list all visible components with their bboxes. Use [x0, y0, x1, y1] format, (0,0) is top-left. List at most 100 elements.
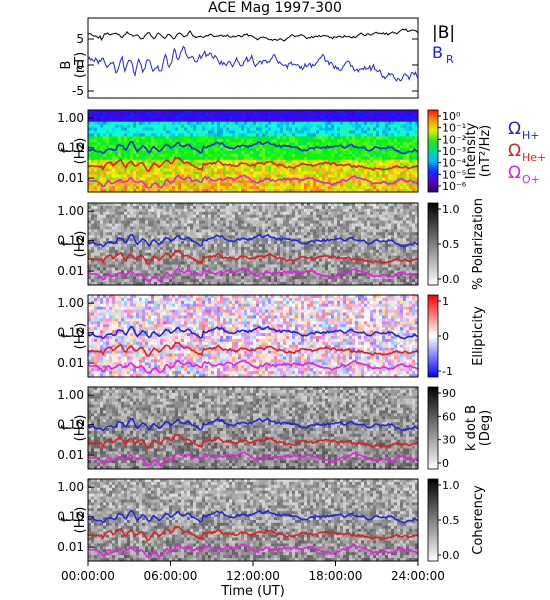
x-tick-label: 06:00:00: [144, 569, 198, 583]
h-gyro-line: [87, 140, 419, 155]
b-radial-line: [87, 45, 419, 82]
ytick-label: 0.01: [57, 356, 84, 370]
gyro-label: Ω: [508, 141, 521, 161]
he-gyro-line: [87, 433, 419, 449]
colorbar-label: Intensity: [464, 122, 479, 179]
colorbar: [427, 294, 439, 378]
ylabel-hz: (Hz): [73, 231, 88, 258]
ylabel-f: f: [60, 148, 75, 153]
colorbar: [427, 109, 439, 193]
colorbar-tick-label: 10⁰: [442, 110, 461, 123]
ylabel-hz: (Hz): [73, 138, 88, 165]
colorbar-tick-label: 0: [442, 457, 449, 470]
b-total-line: [87, 28, 419, 42]
x-tick-label: 18:00:00: [309, 569, 363, 583]
colorbar-unit: (Deg): [478, 410, 493, 446]
o-gyro-line: [87, 267, 419, 282]
panel-frame: [87, 109, 419, 193]
ytick-label: 0.01: [57, 171, 84, 185]
b-legend-radial: B: [432, 43, 443, 62]
o-gyro-line: [87, 174, 419, 189]
ytick-label: 1.00: [57, 296, 84, 310]
colorbar-tick-label: 10⁻²: [442, 133, 466, 146]
b-legend-total: |B|: [432, 23, 455, 43]
panel-kdotb: 1.00 0.10 0.01 f(Hz) 90 60 30 0 k dot B (Deg): [57, 386, 493, 470]
gyro-label: Ω: [508, 119, 521, 139]
x-tick-label: 00:00:00: [61, 569, 115, 583]
b-ylabel-unit: (nT): [73, 52, 88, 78]
he-gyro-line: [87, 341, 419, 357]
ylabel-f: f: [60, 517, 75, 522]
he-gyro-line: [87, 156, 419, 172]
ytick-label: 0.10: [57, 141, 84, 155]
ytick-label: 0.01: [57, 448, 84, 462]
ytick-label: 0.10: [57, 510, 84, 524]
o-gyro-line: [87, 543, 419, 558]
panel-frame: [87, 294, 419, 378]
h-gyro-line: [87, 233, 419, 248]
h-gyro-line: [87, 325, 419, 340]
ylabel-f: f: [60, 425, 75, 430]
b-ytick-label: -5: [72, 84, 84, 98]
b-legend-radial-sub: R: [446, 53, 454, 66]
ylabel-f: f: [60, 241, 75, 246]
ytick-label: 1.00: [57, 480, 84, 494]
panel-frame: [87, 386, 419, 470]
ytick-label: 0.10: [57, 418, 84, 432]
panel-coherency: 1.00 0.10 0.01 f(Hz) 1.0 0.5 0.0 Coherency: [57, 478, 486, 562]
colorbar-tick-label: 0.0: [442, 273, 460, 286]
colorbar-label: Ellipticity: [471, 306, 486, 366]
gyro-label-sub: H+: [522, 129, 540, 142]
ytick-label: 1.00: [57, 388, 84, 402]
ytick-label: 1.00: [57, 204, 84, 218]
ylabel-hz: (Hz): [73, 323, 88, 350]
h-gyro-line: [87, 509, 419, 524]
colorbar-unit: (nT²/Hz): [478, 125, 493, 178]
he-gyro-line: [87, 525, 419, 541]
b-ylabel-b: B: [59, 61, 74, 70]
ytick-label: 0.10: [57, 234, 84, 248]
panel-polarization: 1.00 0.10 0.01 f(Hz) 1.0 0.5 0.0 % Polarization: [57, 198, 486, 290]
x-axis-label: Time (UT): [220, 584, 285, 599]
colorbar: [427, 478, 439, 562]
colorbar-tick-label: 60: [442, 410, 456, 423]
colorbar-tick-label: 10⁻⁵: [442, 168, 466, 181]
colorbar: [427, 386, 439, 470]
colorbar-tick-label: 0.0: [442, 549, 460, 562]
o-gyro-line: [87, 359, 419, 374]
o-gyro-line: [87, 451, 419, 466]
b-panel-frame: [87, 17, 419, 99]
colorbar-tick-label: 90: [442, 387, 456, 400]
ytick-label: 1.00: [57, 111, 84, 125]
colorbar-tick-label: 10⁻³: [442, 145, 466, 158]
ytick-label: 0.10: [57, 326, 84, 340]
x-tick-label: 12:00:00: [226, 569, 280, 583]
colorbar-tick-label: 30: [442, 434, 456, 447]
gyro-label: Ω: [508, 163, 521, 183]
colorbar-tick-label: 0: [442, 330, 449, 343]
gyro-label-sub: O+: [522, 173, 540, 186]
colorbar-label: k dot B: [464, 405, 479, 451]
b-ytick-label: 5: [76, 32, 84, 46]
ylabel-hz: (Hz): [73, 415, 88, 442]
he-gyro-line: [87, 249, 419, 265]
colorbar-tick-label: 1: [442, 295, 449, 308]
colorbar-tick-label: 10⁻⁶: [442, 180, 467, 193]
colorbar-tick-label: 1.0: [442, 479, 460, 492]
panel-intensity: 1.00 0.10 0.01 f(Hz) 10⁰10⁻¹10⁻²10⁻³10⁻⁴10⁻⁵…: [57, 109, 546, 193]
ylabel-f: f: [60, 333, 75, 338]
colorbar-tick-label: 1.0: [442, 203, 460, 216]
colorbar-label: Coherency: [471, 485, 486, 555]
colorbar-tick-label: 10⁻¹: [442, 122, 466, 135]
x-tick-label: 24:00:00: [391, 569, 445, 583]
h-gyro-line: [87, 417, 419, 432]
colorbar-tick-label: -1: [442, 365, 453, 378]
plot-title: ACE Mag 1997-300: [208, 0, 342, 16]
ytick-label: 0.01: [57, 264, 84, 278]
colorbar: [427, 202, 439, 286]
colorbar-tick-label: 0.5: [442, 514, 460, 527]
ylabel-hz: (Hz): [73, 507, 88, 534]
colorbar-label: % Polarization: [471, 198, 486, 290]
panel-ellipticity: 1.00 0.10 0.01 f(Hz) 1 0 -1 Ellipticity: [57, 294, 486, 378]
